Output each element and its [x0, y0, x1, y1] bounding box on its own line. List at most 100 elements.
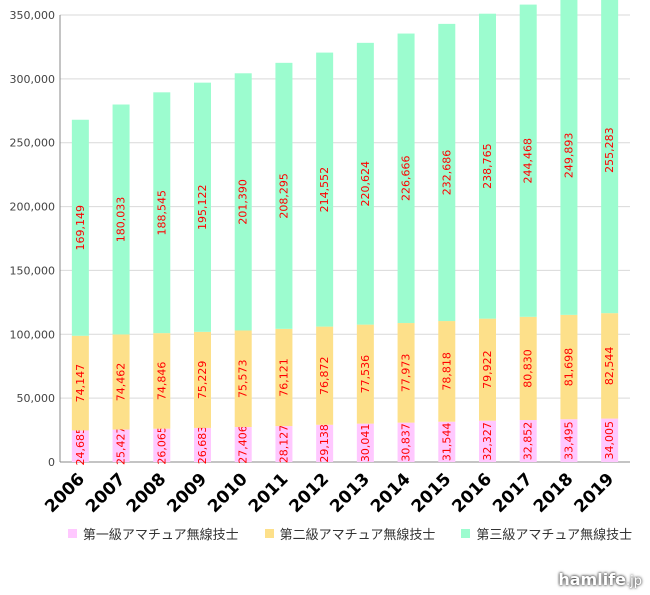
y-tick-label: 350,000: [10, 9, 56, 22]
data-label: 81,698: [562, 348, 575, 387]
bar-segment-series-2: [356, 324, 374, 424]
legend-swatch-second-class: [264, 528, 274, 538]
bar-segment-series-1: [601, 418, 619, 462]
x-tick-label: 2012: [286, 469, 334, 517]
data-label: 77,973: [400, 354, 413, 393]
legend: 第一級アマチュア無線技士 第二級アマチュア無線技士 第三級アマチュア無線技士: [67, 522, 632, 544]
legend-label-first-class: 第一級アマチュア無線技士: [82, 527, 239, 543]
data-label: 74,846: [155, 362, 168, 401]
x-tick-label: 2010: [204, 469, 252, 517]
data-label: 76,872: [318, 356, 331, 395]
legend-item-third-class: 第三級アマチュア無線技士: [461, 524, 632, 543]
bar-segment-series-2: [194, 331, 211, 428]
data-label: 82,544: [603, 347, 616, 386]
bar-segment-series-1: [560, 419, 578, 462]
bar-segment-series-1: [479, 420, 496, 462]
data-label: 74,147: [74, 364, 87, 403]
data-label: 33,495: [562, 421, 575, 460]
bar-segment-series-3: [479, 13, 496, 319]
y-tick-label: 200,000: [10, 201, 56, 214]
bar-segment-series-2: [112, 334, 130, 430]
bar-segment-series-2: [397, 323, 415, 423]
y-tick-label: 50,000: [17, 392, 56, 405]
data-label: 25,427: [115, 427, 128, 466]
data-label: 244,468: [522, 138, 535, 184]
data-label: 180,033: [115, 197, 128, 243]
bar-segment-series-3: [194, 82, 211, 332]
data-label: 30,837: [400, 423, 413, 462]
data-label: 30,041: [359, 424, 372, 463]
x-tick-label: 2009: [163, 469, 211, 517]
x-tick-label: 2015: [408, 469, 456, 517]
x-tick-label: 2011: [245, 469, 293, 517]
data-label: 32,852: [522, 422, 535, 461]
data-label: 32,327: [481, 422, 494, 461]
data-label: 220,624: [359, 161, 372, 207]
data-label: 77,536: [359, 355, 372, 394]
x-tick-label: 2006: [41, 469, 89, 517]
data-label: 169,149: [74, 205, 87, 251]
data-label: 226,666: [400, 156, 413, 202]
data-label: 195,122: [196, 184, 209, 230]
data-label: 214,552: [318, 167, 331, 213]
bar-segment-series-2: [71, 335, 89, 431]
data-label: 26,065: [155, 426, 168, 465]
data-label: 74,462: [115, 363, 128, 402]
bar-segment-series-3: [71, 119, 89, 336]
bar-segment-series-3: [112, 104, 130, 335]
data-label: 80,830: [522, 349, 535, 388]
bar-segment-series-3: [397, 33, 415, 324]
y-tick-label: 150,000: [10, 264, 56, 277]
legend-swatch-first-class: [67, 528, 77, 538]
data-label: 31,544: [440, 423, 453, 462]
bar-segment-series-2: [234, 330, 252, 427]
data-label: 76,121: [277, 358, 290, 397]
bar-segment-series-3: [275, 62, 293, 329]
bar-segment-series-1: [316, 424, 334, 462]
watermark-logo: hamlife.jp: [558, 570, 642, 589]
data-label: 208,295: [277, 173, 290, 219]
legend-swatch-third-class: [461, 528, 471, 538]
data-label: 255,283: [603, 127, 616, 173]
bar-segment-series-3: [316, 52, 334, 327]
data-label: 27,406: [237, 425, 250, 464]
bar-segment-series-2: [519, 316, 537, 421]
bar-segment-series-1: [397, 422, 415, 462]
y-tick-label: 0: [48, 456, 55, 469]
bar-segment-series-3: [153, 92, 171, 334]
bar-segment-series-3: [560, 0, 578, 315]
bar-segment-series-1: [356, 423, 374, 462]
x-tick-label: 2018: [530, 469, 578, 517]
data-label: 24,685: [74, 427, 87, 466]
y-tick-label: 300,000: [10, 73, 56, 86]
bar-segment-series-1: [71, 430, 89, 462]
data-label: 188,545: [155, 190, 168, 236]
bar-segment-series-3: [601, 0, 619, 314]
bar-segment-series-3: [438, 23, 456, 322]
data-label: 238,765: [481, 143, 494, 189]
bar-segment-series-1: [275, 426, 293, 462]
bar-segment-series-1: [194, 427, 211, 462]
bar-segment-series-2: [275, 328, 293, 427]
bar-segment-series-3: [234, 73, 252, 331]
x-tick-label: 2013: [326, 469, 374, 517]
data-label: 26,683: [196, 426, 209, 465]
data-label: 75,573: [237, 359, 250, 398]
legend-label-third-class: 第三級アマチュア無線技士: [476, 527, 633, 543]
bar-segment-series-1: [234, 426, 252, 462]
bar-segment-series-1: [153, 428, 171, 462]
x-tick-label: 2014: [367, 469, 415, 517]
legend-label-second-class: 第二級アマチュア無線技士: [279, 527, 436, 543]
data-label: 75,229: [196, 361, 209, 400]
x-tick-label: 2008: [123, 469, 171, 517]
data-label: 78,818: [440, 352, 453, 391]
y-tick-label: 250,000: [10, 137, 56, 150]
bar-segment-series-2: [153, 333, 171, 429]
data-label: 201,390: [237, 179, 250, 225]
y-tick-label: 100,000: [10, 328, 56, 341]
x-tick-label: 2017: [489, 469, 537, 517]
x-tick-label: 2019: [571, 469, 619, 517]
bar-segment-series-2: [560, 314, 578, 420]
data-label: 29,138: [318, 424, 331, 463]
